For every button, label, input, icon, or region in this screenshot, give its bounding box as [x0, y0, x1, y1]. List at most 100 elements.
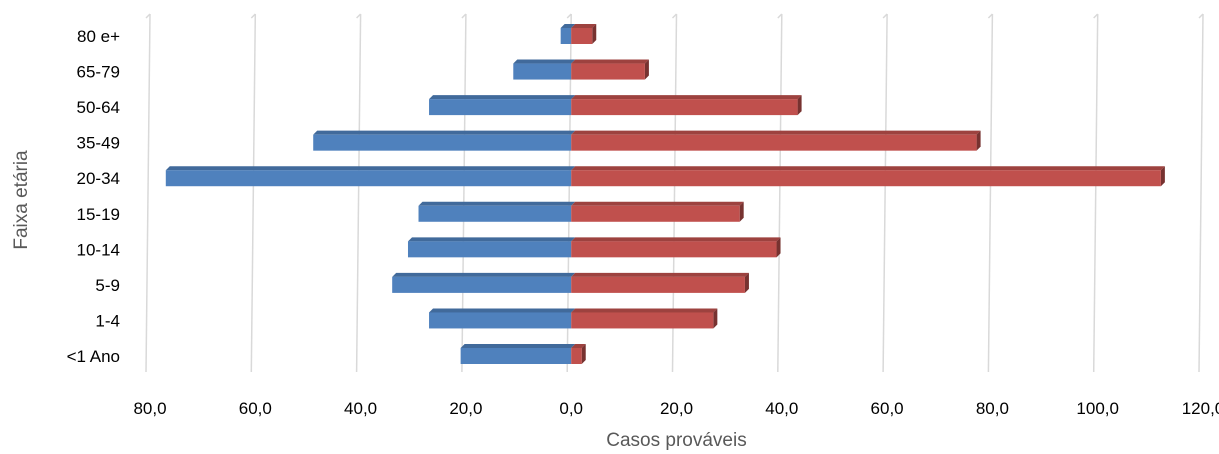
bar-top-face: [571, 344, 586, 348]
bar-left: [560, 24, 576, 44]
y-tick-label: 15-19: [77, 205, 120, 224]
gridline: [1198, 13, 1204, 373]
y-tick-labels: <1 Ano 1-4 5-9 10-14 15-19 20-34 35-49 50-64 65-…: [67, 27, 120, 366]
bar-left: [429, 308, 576, 329]
bar-top-face: [313, 130, 576, 135]
bar-top-face: [571, 201, 744, 206]
y-axis-title: Faixa etária: [11, 150, 32, 250]
bar-top-face: [513, 59, 576, 64]
bar-top-face: [418, 201, 576, 206]
bar-front-face: [418, 205, 572, 222]
gridline: [250, 13, 257, 373]
bar-end-face: [581, 344, 586, 364]
x-tick-label: 20,0: [449, 399, 482, 418]
gridline: [882, 13, 888, 373]
bar-end-face: [797, 95, 802, 116]
bar-left: [460, 344, 576, 364]
bar-right: [571, 24, 597, 44]
y-tick-label: 1-4: [95, 311, 120, 330]
x-tick-label: 20,0: [660, 399, 693, 418]
bar-front-face: [571, 170, 1161, 187]
bar-end-face: [776, 237, 781, 258]
bar-left: [313, 130, 576, 151]
bar-front-face: [571, 205, 740, 222]
bar-end-face: [976, 130, 981, 151]
bar-top-face: [571, 24, 597, 28]
gridline: [1092, 13, 1099, 373]
bar-left: [407, 237, 576, 258]
bar-end-face: [739, 201, 744, 222]
x-tick-label: 0,0: [559, 399, 583, 418]
bar-top-face: [571, 166, 1165, 171]
bar-end-face: [744, 272, 749, 293]
bar-front-face: [571, 99, 798, 116]
bar-right: [571, 130, 981, 151]
bar-front-face: [460, 348, 572, 364]
gridlines: [145, 13, 1204, 373]
bar-end-face: [644, 59, 649, 80]
y-tick-label: 65-79: [77, 63, 120, 82]
bar-top-face: [165, 166, 576, 171]
bar-front-face: [165, 170, 572, 187]
bar-top-face: [571, 130, 981, 135]
bar-front-face: [407, 241, 572, 258]
bar-right: [571, 95, 802, 116]
gridline: [987, 13, 994, 373]
bar-top-face: [571, 308, 718, 313]
bar-left: [429, 95, 576, 116]
bar-front-face: [571, 241, 777, 258]
bar-front-face: [571, 63, 645, 80]
x-tick-label: 40,0: [344, 399, 377, 418]
x-tick-label: 60,0: [871, 399, 904, 418]
bar-top-face: [571, 59, 649, 64]
x-tick-label: 40,0: [765, 399, 798, 418]
y-tick-label: 35-49: [77, 134, 120, 153]
bar-top-face: [429, 308, 576, 313]
x-tick-label: 80,0: [976, 399, 1009, 418]
bar-top-face: [571, 237, 781, 242]
bars: [165, 24, 1165, 364]
bar-front-face: [571, 134, 977, 151]
y-tick-label: 20-34: [77, 169, 120, 188]
gridline: [777, 13, 783, 373]
y-tick-label: 80 e+: [77, 27, 120, 46]
x-tick-label: 60,0: [239, 399, 272, 418]
bar-right: [571, 344, 586, 364]
bar-top-face: [407, 237, 576, 242]
bar-top-face: [571, 95, 802, 100]
bar-end-face: [713, 308, 718, 329]
bar-left: [165, 166, 576, 187]
bar-right: [571, 201, 744, 222]
x-tick-label: 120,0: [1182, 399, 1219, 418]
x-tick-labels: 80,0 60,0 40,0 20,0 0,0 20,0 40,0 60,0 80,0 100,0…: [133, 399, 1219, 418]
bar-front-face: [571, 28, 593, 44]
bar-front-face: [571, 312, 714, 329]
bar-front-face: [429, 312, 572, 329]
x-axis-title: Casos prováveis: [606, 430, 746, 451]
bar-end-face: [592, 24, 597, 44]
bar-end-face: [1160, 166, 1165, 187]
bar-right: [571, 59, 649, 80]
bar-right: [571, 166, 1165, 187]
bar-top-face: [429, 95, 576, 100]
bar-right: [571, 308, 718, 329]
bar-top-face: [560, 24, 576, 28]
gridline: [145, 13, 151, 373]
bar-front-face: [571, 348, 582, 364]
bar-top-face: [460, 344, 576, 348]
bar-front-face: [429, 99, 572, 116]
bar-front-face: [560, 28, 572, 44]
bar-left: [392, 272, 576, 293]
bar-front-face: [313, 134, 572, 151]
bar-top-face: [571, 272, 749, 277]
y-tick-label: 10-14: [77, 240, 120, 259]
y-tick-label: 5-9: [95, 276, 120, 295]
bar-front-face: [392, 276, 572, 293]
y-tick-label: 50-64: [77, 98, 120, 117]
bar-left: [418, 201, 576, 222]
gridline: [355, 13, 362, 373]
bar-front-face: [571, 276, 745, 293]
x-tick-label: 100,0: [1076, 399, 1119, 418]
bar-top-face: [392, 272, 576, 277]
